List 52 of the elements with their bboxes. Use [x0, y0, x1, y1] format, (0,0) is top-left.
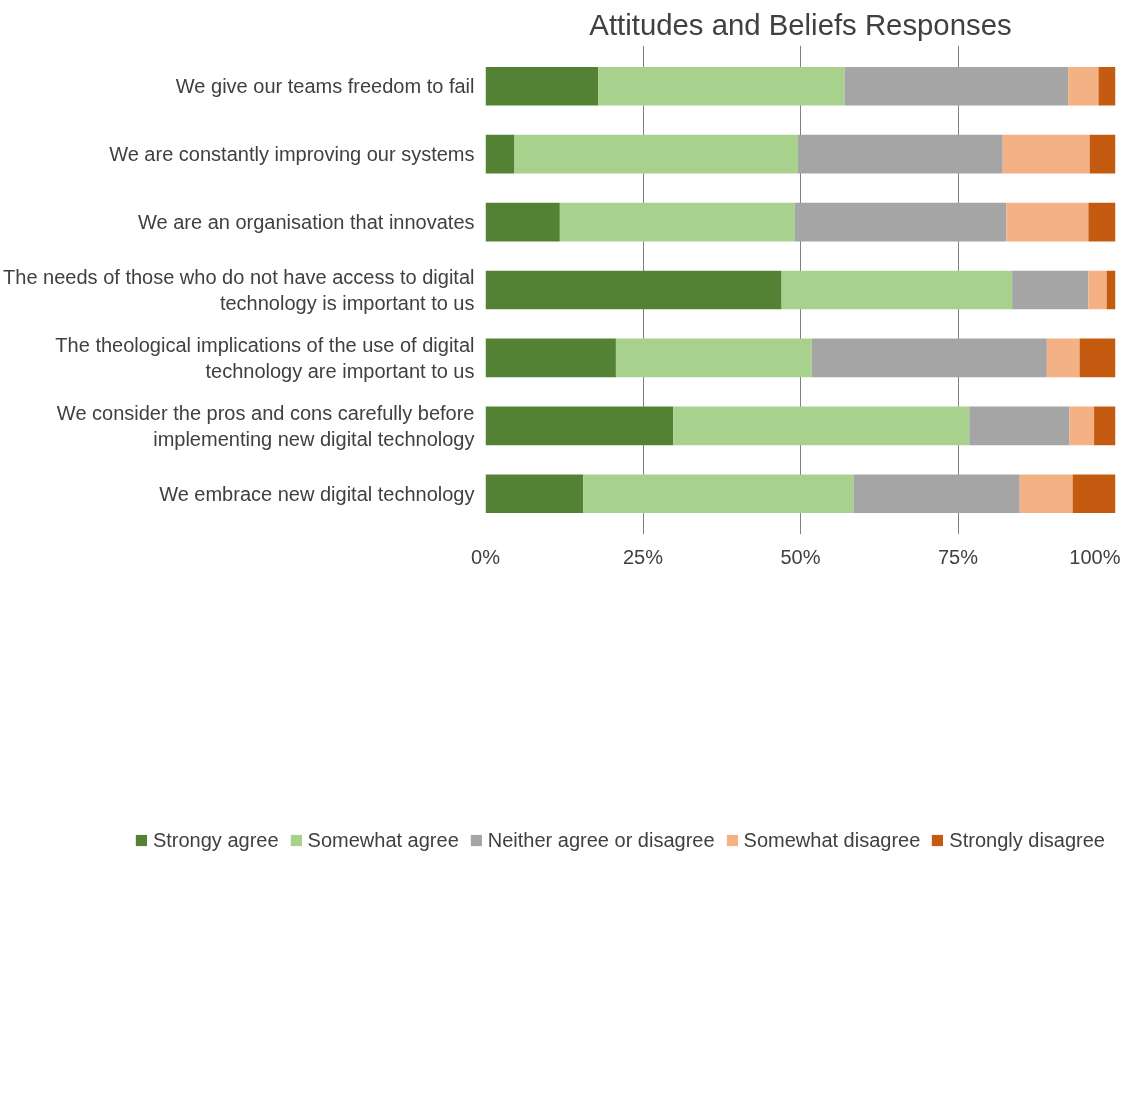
- legend-label: Somewhat disagree: [743, 828, 921, 852]
- x-tick-label: 100%: [1069, 545, 1121, 568]
- bar: [1089, 134, 1116, 174]
- bar: [781, 270, 1013, 310]
- legend-label: Strongly disagree: [949, 828, 1105, 852]
- bar: [485, 202, 560, 242]
- y-tick-label: The needs of those who do not have access to digital technology is important to us: [3, 265, 475, 315]
- bar: [794, 202, 1007, 242]
- chart-title: Attitudes and Beliefs Responses: [589, 7, 1012, 41]
- bar: [485, 66, 599, 106]
- bar: [559, 202, 795, 242]
- bar: [969, 406, 1070, 446]
- bar: [583, 474, 854, 514]
- x-tick-label: 50%: [780, 545, 821, 568]
- bar: [1006, 202, 1089, 242]
- bar: [1094, 406, 1116, 446]
- bar: [598, 66, 845, 106]
- bar: [1088, 270, 1107, 310]
- legend-label: Strongy agree: [152, 828, 279, 852]
- bar: [1012, 270, 1089, 310]
- bar: [615, 338, 812, 378]
- bar: [485, 474, 584, 514]
- bar: [1079, 338, 1116, 378]
- bar: [1019, 474, 1073, 514]
- x-tick-label: 0%: [471, 545, 501, 568]
- bar: [1072, 474, 1116, 514]
- bar: [811, 338, 1047, 378]
- legend-label: Neither agree or disagree: [487, 828, 715, 852]
- y-tick-label: We are an organisation that innovates: [137, 211, 475, 234]
- bar: [514, 134, 798, 174]
- bar: [1068, 66, 1099, 106]
- legend-label: Somewhat agree: [307, 828, 459, 852]
- bar: [797, 134, 1003, 174]
- bar: [485, 338, 616, 378]
- bar: [673, 406, 970, 446]
- bar: [1098, 66, 1116, 106]
- x-tick-label: 75%: [937, 545, 979, 568]
- y-tick-label: We embrace new digital technology: [159, 482, 475, 505]
- bar: [485, 270, 782, 310]
- bar: [485, 134, 515, 174]
- y-tick-label: We consider the pros and cons carefully before implementing new digital technology: [56, 401, 475, 451]
- bar: [1088, 202, 1116, 242]
- bar: [1069, 406, 1095, 446]
- bar: [1002, 134, 1090, 174]
- x-tick-label: 25%: [622, 545, 664, 568]
- y-tick-label: The theological implications of the use of digital technology are important to us: [55, 333, 475, 383]
- bar: [1046, 338, 1080, 378]
- y-tick-label: We give our teams freedom to fail: [175, 75, 475, 98]
- y-tick-label: We are constantly improving our systems: [109, 143, 475, 166]
- bar: [485, 406, 674, 446]
- bar: [844, 66, 1069, 106]
- bar: [853, 474, 1020, 514]
